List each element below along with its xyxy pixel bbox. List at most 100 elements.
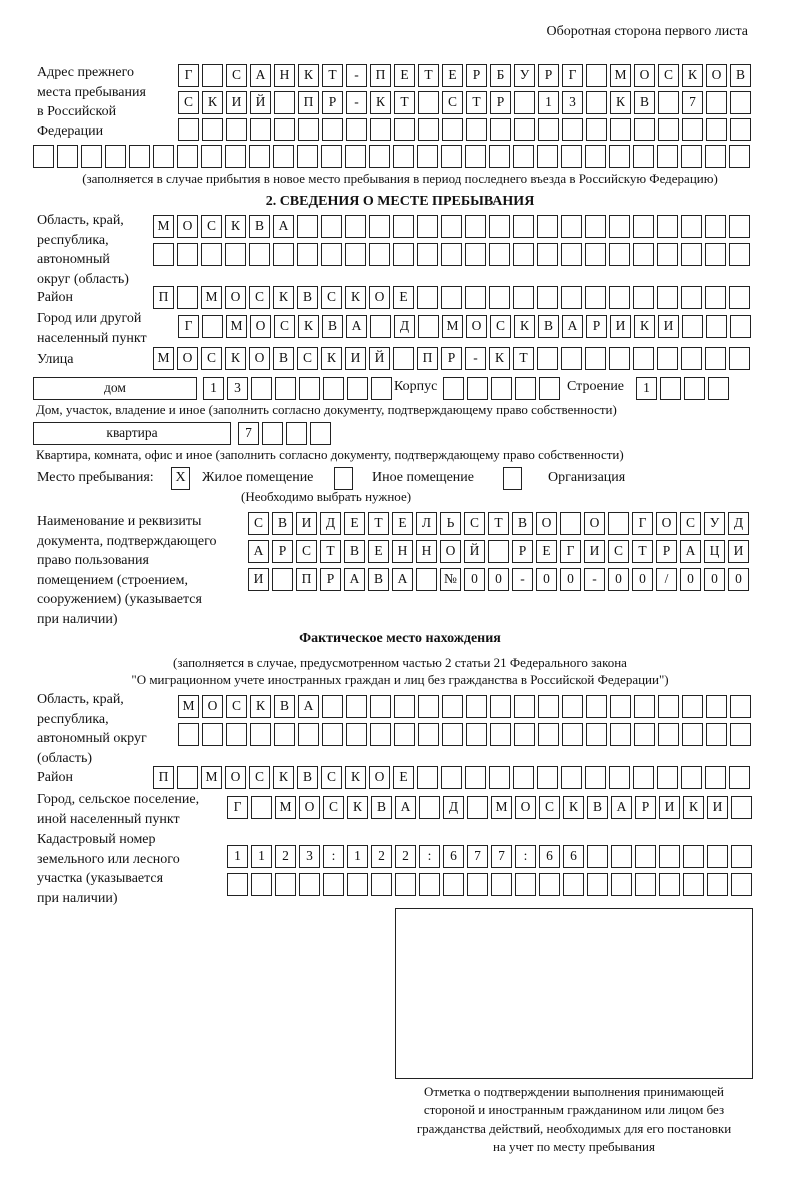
actual-region-row-2[interactable]	[178, 723, 754, 747]
char-cell[interactable]: В	[344, 540, 365, 563]
char-cell[interactable]	[731, 845, 752, 868]
char-cell[interactable]: 6	[539, 845, 560, 868]
char-cell[interactable]: П	[153, 286, 174, 309]
char-cell[interactable]	[633, 766, 654, 789]
char-cell[interactable]	[297, 215, 318, 238]
char-cell[interactable]	[705, 215, 726, 238]
char-cell[interactable]: Т	[513, 347, 534, 370]
char-cell[interactable]: Т	[322, 64, 343, 87]
char-cell[interactable]	[251, 377, 272, 400]
char-cell[interactable]	[465, 766, 486, 789]
char-cell[interactable]	[659, 845, 680, 868]
char-cell[interactable]: М	[275, 796, 296, 819]
char-cell[interactable]: А	[273, 215, 294, 238]
char-cell[interactable]	[681, 243, 702, 266]
char-cell[interactable]: И	[659, 796, 680, 819]
char-cell[interactable]: 7	[682, 91, 703, 114]
char-cell[interactable]: К	[250, 695, 271, 718]
char-cell[interactable]	[633, 243, 654, 266]
char-cell[interactable]: 6	[443, 845, 464, 868]
char-cell[interactable]	[251, 873, 272, 896]
char-cell[interactable]: А	[250, 64, 271, 87]
char-cell[interactable]: Н	[416, 540, 437, 563]
char-cell[interactable]	[585, 347, 606, 370]
char-cell[interactable]	[681, 286, 702, 309]
char-cell[interactable]	[729, 145, 750, 168]
char-cell[interactable]	[681, 347, 702, 370]
char-cell[interactable]	[657, 286, 678, 309]
char-cell[interactable]	[153, 243, 174, 266]
char-cell[interactable]	[226, 723, 247, 746]
char-cell[interactable]	[515, 377, 536, 400]
char-cell[interactable]: В	[297, 766, 318, 789]
char-cell[interactable]: :	[419, 845, 440, 868]
char-cell[interactable]	[657, 347, 678, 370]
char-cell[interactable]: А	[395, 796, 416, 819]
char-cell[interactable]: 0	[488, 568, 509, 591]
char-cell[interactable]	[682, 315, 703, 338]
char-cell[interactable]	[634, 118, 655, 141]
char-cell[interactable]: Д	[394, 315, 415, 338]
char-cell[interactable]	[513, 766, 534, 789]
document-row-3[interactable]: И П Р А В А № 0 0-0 0-0 0/0 0 0	[248, 568, 752, 592]
char-cell[interactable]	[417, 286, 438, 309]
char-cell[interactable]: В	[273, 347, 294, 370]
char-cell[interactable]	[563, 873, 584, 896]
char-cell[interactable]: 3	[227, 377, 248, 400]
char-cell[interactable]	[730, 315, 751, 338]
char-cell[interactable]: С	[680, 512, 701, 535]
char-cell[interactable]	[371, 873, 392, 896]
char-cell[interactable]: С	[226, 64, 247, 87]
char-cell[interactable]	[731, 796, 752, 819]
char-cell[interactable]: Г	[560, 540, 581, 563]
char-cell[interactable]	[610, 695, 631, 718]
char-cell[interactable]: А	[248, 540, 269, 563]
char-cell[interactable]	[347, 873, 368, 896]
char-cell[interactable]	[585, 215, 606, 238]
char-cell[interactable]	[251, 796, 272, 819]
char-cell[interactable]: Р	[490, 91, 511, 114]
char-cell[interactable]: Н	[274, 64, 295, 87]
char-cell[interactable]	[273, 145, 294, 168]
char-cell[interactable]	[322, 118, 343, 141]
char-cell[interactable]	[442, 118, 463, 141]
char-cell[interactable]: А	[344, 568, 365, 591]
char-cell[interactable]: Й	[369, 347, 390, 370]
char-cell[interactable]: Р	[512, 540, 533, 563]
char-cell[interactable]: Ь	[440, 512, 461, 535]
char-cell[interactable]: 0	[704, 568, 725, 591]
char-cell[interactable]: С	[321, 766, 342, 789]
char-cell[interactable]: 3	[562, 91, 583, 114]
char-cell[interactable]	[706, 315, 727, 338]
char-cell[interactable]	[225, 145, 246, 168]
char-cell[interactable]	[465, 215, 486, 238]
char-cell[interactable]	[177, 243, 198, 266]
char-cell[interactable]	[561, 286, 582, 309]
char-cell[interactable]: А	[346, 315, 367, 338]
char-cell[interactable]	[539, 873, 560, 896]
char-cell[interactable]: 1	[538, 91, 559, 114]
char-cell[interactable]	[706, 723, 727, 746]
char-cell[interactable]: 1	[347, 845, 368, 868]
char-cell[interactable]	[417, 243, 438, 266]
char-cell[interactable]	[274, 118, 295, 141]
char-cell[interactable]	[297, 243, 318, 266]
char-cell[interactable]	[347, 377, 368, 400]
char-cell[interactable]: М	[610, 64, 631, 87]
char-cell[interactable]: 2	[395, 845, 416, 868]
char-cell[interactable]	[706, 118, 727, 141]
char-cell[interactable]	[201, 243, 222, 266]
char-cell[interactable]: К	[370, 91, 391, 114]
char-cell[interactable]	[488, 540, 509, 563]
char-cell[interactable]	[490, 695, 511, 718]
char-cell[interactable]	[585, 145, 606, 168]
char-cell[interactable]: О	[202, 695, 223, 718]
char-cell[interactable]	[418, 118, 439, 141]
apartment-number-row[interactable]: 7	[238, 422, 334, 446]
korpus-row[interactable]	[443, 377, 563, 401]
char-cell[interactable]: 3	[299, 845, 320, 868]
char-cell[interactable]: -	[584, 568, 605, 591]
char-cell[interactable]: Р	[272, 540, 293, 563]
